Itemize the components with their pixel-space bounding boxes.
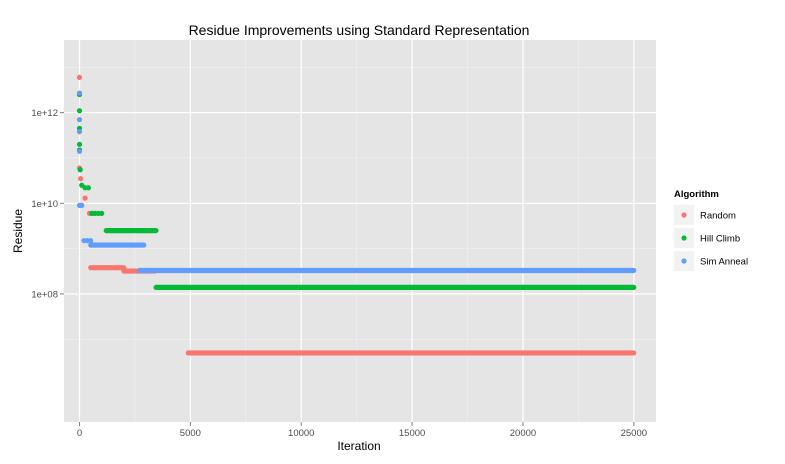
data-point <box>76 117 83 123</box>
x-tick-label: 10000 <box>288 428 314 439</box>
data-point <box>76 74 83 80</box>
y-tick-label: 1e+08 <box>31 289 58 300</box>
data-point-run <box>185 350 637 356</box>
x-tick-label: 15000 <box>399 428 425 439</box>
data-point <box>78 176 84 182</box>
legend-label: Random <box>700 211 736 222</box>
legend-entry: Random <box>674 205 736 225</box>
x-axis-ticks: 0 5000 10000 15000 20000 25000 <box>77 422 647 439</box>
legend-swatch <box>681 258 687 264</box>
x-tick-label: 5000 <box>180 428 201 439</box>
legend-entry: Hill Climb <box>674 228 740 248</box>
data-point <box>82 195 88 201</box>
data-point <box>99 210 105 216</box>
series-sim-anneal <box>76 90 637 274</box>
y-axis-title: Residue <box>11 209 25 253</box>
plot-background <box>64 40 656 422</box>
legend-label: Hill Climb <box>700 234 740 245</box>
x-tick-label: 0 <box>77 428 82 439</box>
x-axis-title: Iteration <box>337 439 380 453</box>
legend-entry: Sim Anneal <box>674 251 748 271</box>
data-point <box>77 167 83 173</box>
data-point <box>76 90 83 96</box>
data-point <box>88 238 94 244</box>
data-point-run <box>88 265 127 271</box>
data-point-run <box>88 242 147 248</box>
data-point <box>76 129 83 135</box>
data-point <box>76 141 83 147</box>
data-points <box>76 74 637 356</box>
y-tick-label: 1e+12 <box>31 108 58 119</box>
y-tick-label: 1e+10 <box>31 199 58 210</box>
data-point <box>76 148 83 154</box>
data-point-run <box>153 284 637 290</box>
legend-swatch <box>681 235 687 241</box>
data-point <box>79 202 85 208</box>
data-point <box>76 108 83 114</box>
data-point-run <box>103 227 159 234</box>
series-hill-climb <box>76 91 637 290</box>
y-axis-ticks: 1e+08 1e+10 1e+12 <box>31 108 64 300</box>
legend-title: Algorithm <box>674 189 719 200</box>
legend: Algorithm Random Hill Climb Sim Anneal <box>674 189 748 271</box>
data-point-run <box>136 267 637 274</box>
minor-gridlines <box>64 40 656 422</box>
legend-label: Sim Anneal <box>700 257 748 268</box>
x-tick-label: 20000 <box>510 428 536 439</box>
chart-title: Residue Improvements using Standard Repr… <box>189 22 530 38</box>
major-gridlines <box>64 40 656 422</box>
x-tick-label: 25000 <box>621 428 647 439</box>
legend-entries: Random Hill Climb Sim Anneal <box>674 205 748 271</box>
data-point <box>85 185 91 191</box>
legend-swatch <box>681 212 687 218</box>
